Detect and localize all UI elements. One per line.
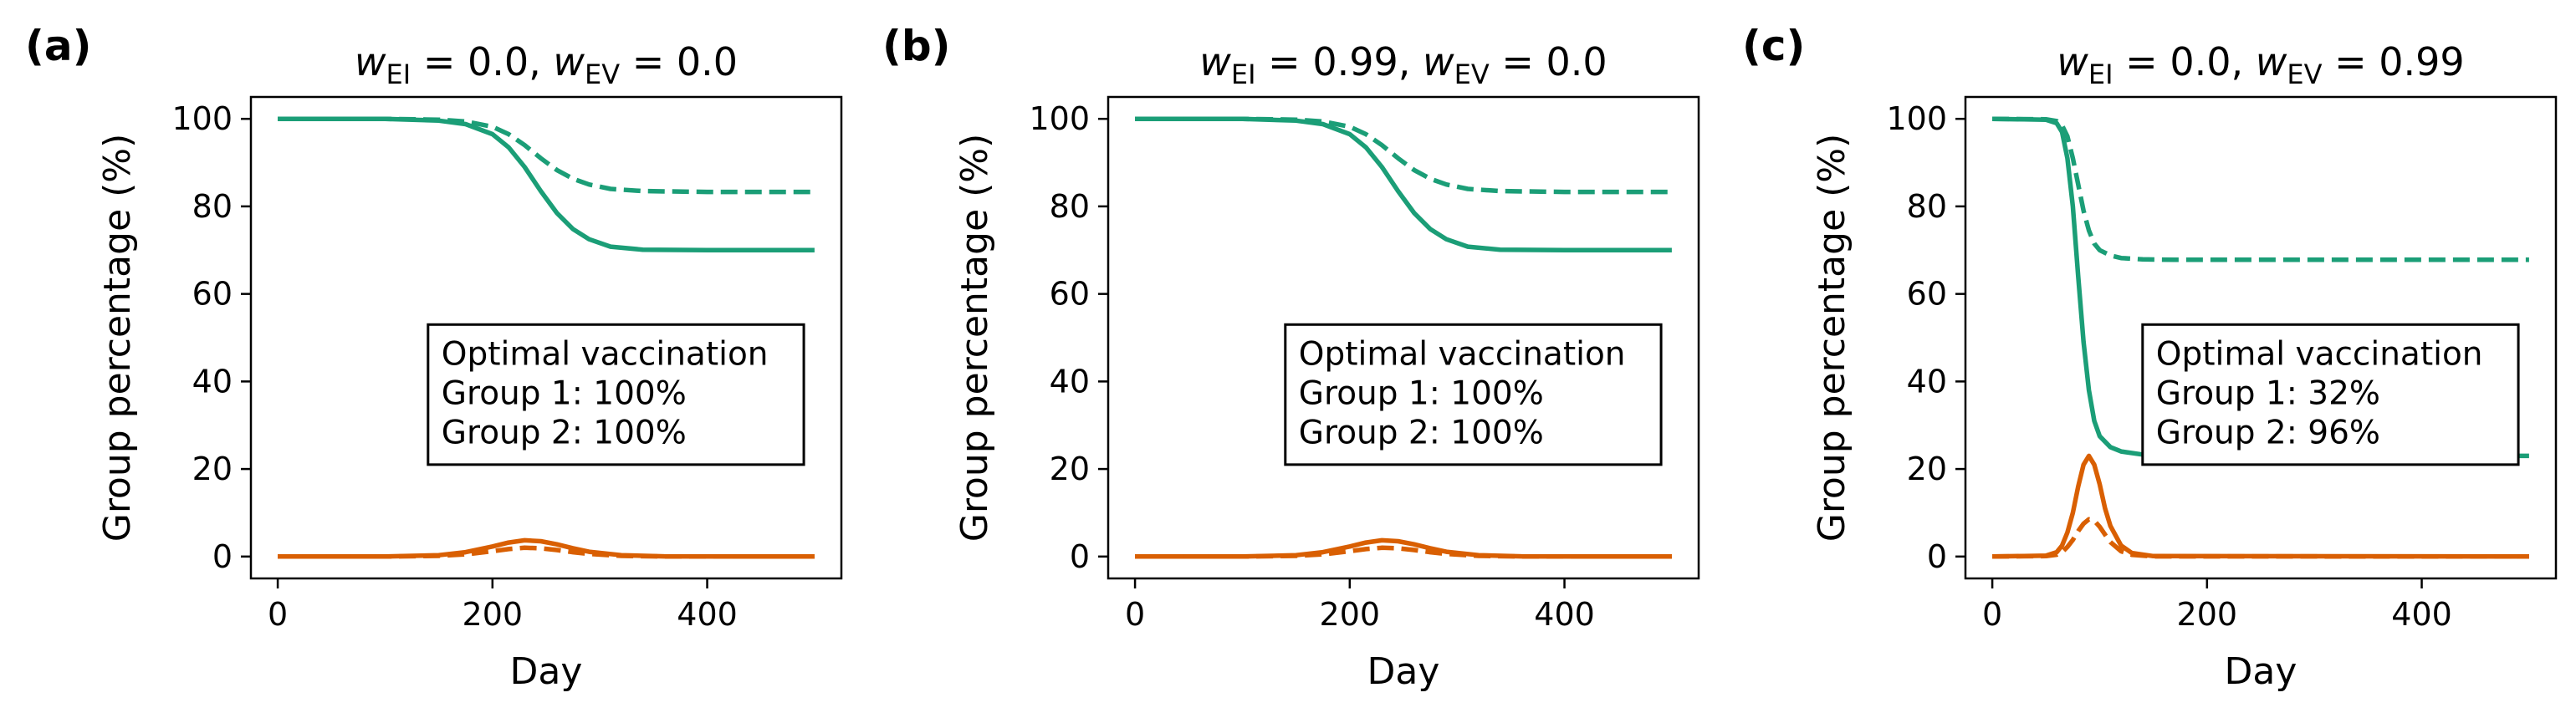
y-tick-label: 0	[1070, 538, 1090, 575]
annotation-line: Group 1: 100%	[442, 374, 687, 412]
x-axis-label: Day	[2225, 650, 2297, 693]
y-tick-label: 20	[1050, 451, 1090, 487]
y-tick-label: 60	[192, 276, 233, 313]
series-line-group-2-susceptible	[1135, 116, 1672, 195]
y-tick-label: 40	[1050, 363, 1090, 400]
x-tick-label: 400	[677, 596, 738, 633]
chart-title: wEI = 0.0, wEV = 0.0	[355, 39, 738, 90]
panel-2: (b) wEI = 0.99, wEV = 0.0 0 20 40 60 80 100 0 200…	[882, 22, 1700, 693]
chart-title: wEI = 0.99, wEV = 0.0	[1199, 39, 1607, 90]
y-tick-label: 80	[1907, 188, 1947, 225]
y-tick-label: 0	[1927, 538, 1947, 575]
annotation-line: Optimal vaccination	[1299, 335, 1626, 373]
y-tick-label: 20	[192, 451, 233, 487]
series-line-group-1-susceptible	[1992, 116, 2529, 459]
y-tick-label: 40	[1907, 363, 1947, 400]
y-tick-label: 60	[1907, 276, 1947, 313]
y-tick-label: 80	[192, 188, 233, 225]
panel-1: (a) wEI = 0.0, wEV = 0.0 0 20 40 60 80 100 0 200 4…	[25, 22, 843, 693]
y-tick-label: 100	[1029, 100, 1090, 137]
series-line-group-1-susceptible	[1135, 116, 1672, 253]
annotation-line: Optimal vaccination	[2156, 335, 2483, 373]
axes-frame	[1964, 95, 2558, 580]
axes-frame	[1107, 95, 1700, 580]
panel-label: (a)	[25, 22, 91, 70]
axes-frame	[249, 95, 843, 580]
series-line-group-2-infected	[1135, 545, 1672, 559]
annotation-line: Optimal vaccination	[442, 335, 769, 373]
annotation-box	[2141, 323, 2520, 466]
x-tick-label: 200	[463, 596, 524, 633]
series-line-group-2-susceptible	[278, 116, 815, 195]
series-line-group-2-infected	[1992, 517, 2529, 559]
y-axis-label: Group percentage (%)	[1811, 134, 1853, 542]
series-line-group-1-susceptible	[278, 116, 815, 253]
y-tick-label: 40	[192, 363, 233, 400]
x-tick-label: 400	[2391, 596, 2452, 633]
series-line-group-1-infected	[1992, 453, 2529, 559]
annotation-line: Group 2: 100%	[442, 414, 687, 451]
x-tick-label: 0	[1982, 596, 2002, 633]
y-tick-label: 60	[1050, 276, 1090, 313]
y-tick-label: 100	[1886, 100, 1947, 137]
x-tick-label: 0	[268, 596, 288, 633]
annotation-box	[1284, 323, 1663, 466]
series-line-group-1-infected	[278, 537, 815, 559]
y-tick-label: 80	[1050, 188, 1090, 225]
x-tick-label: 400	[1534, 596, 1595, 633]
panel-label: (c)	[1742, 22, 1805, 70]
y-tick-label: 20	[1907, 451, 1947, 487]
y-axis-label: Group percentage (%)	[953, 134, 996, 542]
x-tick-label: 200	[2177, 596, 2238, 633]
y-axis-label: Group percentage (%)	[96, 134, 139, 542]
annotation-line: Group 2: 96%	[2156, 414, 2380, 451]
panel-label: (b)	[882, 22, 951, 70]
series-line-group-2-susceptible	[1992, 116, 2529, 262]
x-tick-label: 200	[1320, 596, 1381, 633]
annotation-line: Group 2: 100%	[1299, 414, 1544, 451]
y-tick-label: 100	[171, 100, 233, 137]
annotation-line: Group 1: 32%	[2156, 374, 2380, 412]
x-axis-label: Day	[510, 650, 583, 693]
panel-3: (c) wEI = 0.0, wEV = 0.99 0 20 40 60 80 100 0 200…	[1742, 22, 2558, 693]
y-tick-label: 0	[212, 538, 233, 575]
series-line-group-1-infected	[1135, 537, 1672, 559]
series-line-group-2-infected	[278, 545, 815, 559]
x-axis-label: Day	[1367, 650, 1440, 693]
annotation-line: Group 1: 100%	[1299, 374, 1544, 412]
chart-title: wEI = 0.0, wEV = 0.99	[2057, 39, 2464, 90]
x-tick-label: 0	[1125, 596, 1145, 633]
annotation-box	[427, 323, 805, 466]
